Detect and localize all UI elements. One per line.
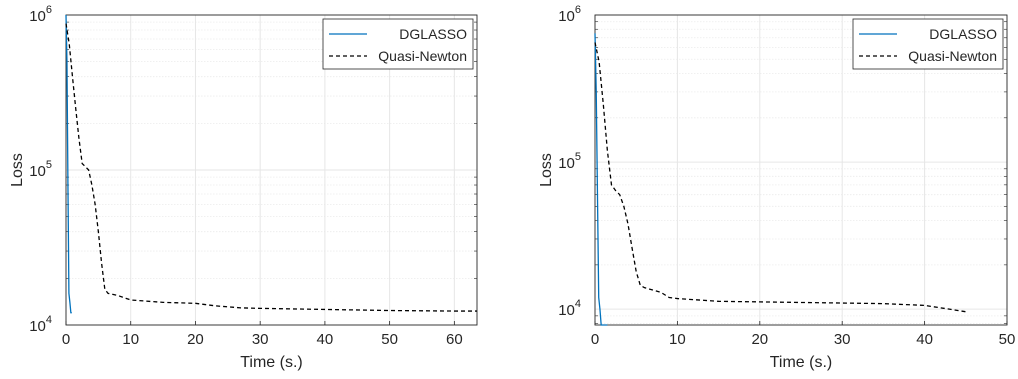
chart-left: 104 105 106 0 10 20 30 40 50 60 Time (s.) Loss DGLAS… [9, 4, 478, 371]
y-tick-label: 105 [558, 151, 581, 172]
y-axis-label: Loss [9, 153, 26, 187]
x-tick-label: 30 [834, 331, 851, 348]
x-tick-label: 50 [999, 331, 1016, 348]
x-tick-label: 0 [591, 331, 599, 348]
y-tick-label: 104 [29, 314, 52, 335]
axes-frame [594, 14, 1008, 326]
series-line-dglasso [594, 33, 608, 326]
x-tick-label: 60 [446, 331, 463, 348]
x-tick-label: 20 [751, 331, 768, 348]
x-tick-label: 40 [916, 331, 933, 348]
legend: DGLASSO Quasi-Newton [852, 18, 1004, 70]
x-tick-label: 0 [62, 331, 70, 348]
x-tick-label: 40 [317, 331, 334, 348]
legend-box [322, 18, 474, 70]
chart-right: 104 105 106 0 10 20 30 40 50 Time (s.) Loss DGLASSO… [509, 0, 1018, 379]
legend: DGLASSO Quasi-Newton [322, 18, 474, 70]
x-tick-label: 10 [669, 331, 686, 348]
y-tick-label: 106 [29, 4, 52, 25]
axes-frame [65, 14, 478, 326]
legend-label: Quasi-Newton [378, 48, 467, 64]
y-tick-label: 106 [558, 4, 581, 25]
x-axis-label: Time (s.) [240, 354, 303, 371]
x-tick-label: 20 [187, 331, 204, 348]
series-line-dglasso [65, 14, 72, 314]
legend-label: DGLASSO [929, 26, 997, 42]
y-tick-label: 105 [29, 159, 52, 180]
x-tick-label: 30 [252, 331, 269, 348]
legend-box [852, 18, 1004, 70]
chart-svg: 104 105 106 0 10 20 30 40 50 60 Time (s.) Loss DGLAS… [9, 4, 478, 371]
y-tick-label: 104 [558, 298, 581, 319]
chart-svg: 104 105 106 0 10 20 30 40 50 Time (s.) Loss DGLASSO… [538, 4, 1016, 371]
legend-label: DGLASSO [399, 26, 467, 42]
x-tick-label: 10 [122, 331, 139, 348]
y-axis-label: Loss [538, 153, 555, 187]
series-line-quasi-newton [65, 23, 477, 312]
legend-label: Quasi-Newton [908, 48, 997, 64]
x-axis-label: Time (s.) [770, 354, 833, 371]
x-tick-label: 50 [381, 331, 398, 348]
